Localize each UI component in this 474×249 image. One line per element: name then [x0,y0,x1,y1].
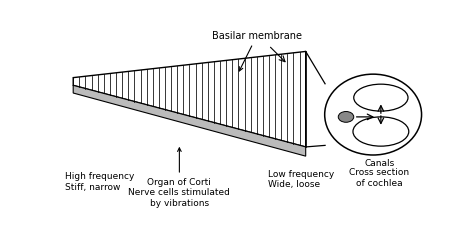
Polygon shape [73,85,306,156]
Ellipse shape [353,117,409,146]
Text: Organ of Corti
Nerve cells stimulated
by vibrations: Organ of Corti Nerve cells stimulated by… [128,148,230,207]
Text: Cross section
of cochlea: Cross section of cochlea [349,169,410,188]
Ellipse shape [354,84,408,111]
Text: Low frequency
Wide, loose: Low frequency Wide, loose [268,170,335,189]
Text: Canals: Canals [364,159,394,168]
Text: Basilar membrane: Basilar membrane [212,31,302,71]
Ellipse shape [325,74,421,155]
Ellipse shape [338,112,354,122]
Text: High frequency
Stiff, narrow: High frequency Stiff, narrow [65,172,135,192]
Polygon shape [73,52,306,147]
